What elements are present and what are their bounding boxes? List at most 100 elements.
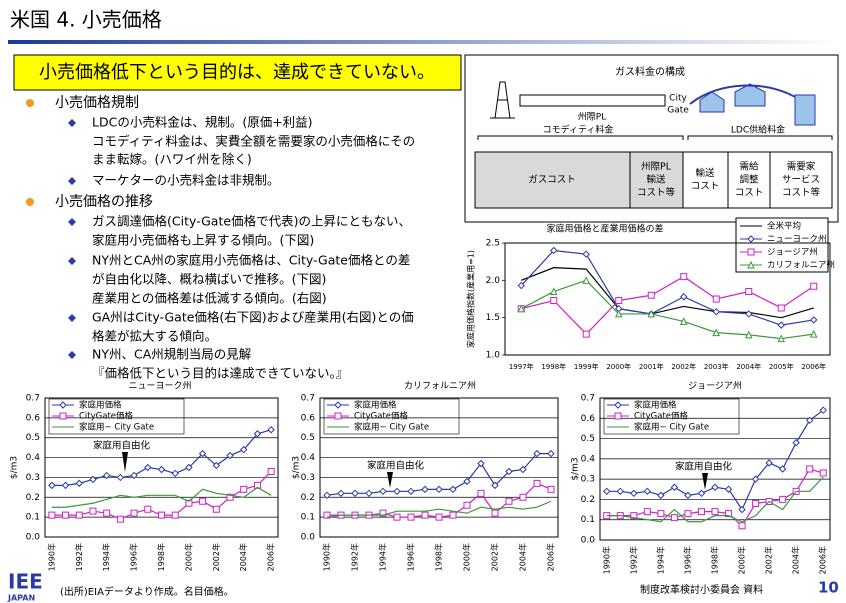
x-tick-label: 2006年 [818, 546, 828, 574]
y-tick-label: 0.7 [301, 394, 315, 404]
marker [337, 489, 345, 498]
legend-label: 家庭用価格 [79, 400, 122, 411]
marker [421, 511, 429, 519]
legend-label: 家庭用− City Gate [79, 422, 154, 433]
marker [421, 485, 429, 494]
marker [226, 451, 234, 460]
marker [212, 461, 221, 470]
marker [547, 485, 555, 493]
y-tick-label: 2.0 [486, 276, 501, 286]
x-tick-label: 2006年 [546, 543, 556, 571]
y-tick-label: 0.4 [26, 453, 41, 463]
y-tick-label: 0.1 [301, 513, 315, 523]
bullet-text: が自由化以降、概ね横ばいで推移。(下図) [92, 272, 326, 287]
marker [582, 250, 590, 258]
marker [463, 477, 471, 486]
marker [616, 487, 625, 496]
marker [809, 329, 818, 338]
x-tick-label: 2000年 [737, 546, 747, 574]
ldc-label: LDC供給料金 [731, 124, 785, 136]
y-tick-label: 0.6 [581, 414, 596, 424]
gate-label: Gate [667, 106, 689, 116]
legend-label: CityGate価格 [354, 411, 409, 422]
marker [582, 330, 590, 338]
x-tick-label: 1990年 [46, 543, 56, 571]
marker [212, 505, 220, 513]
y-tick-label: 0.2 [301, 493, 315, 503]
marker [647, 291, 655, 299]
y-tick-label: 0.4 [581, 454, 596, 464]
marker [519, 493, 527, 501]
slide-title: 米国 4. 小売価格 [10, 8, 162, 32]
marker [477, 459, 485, 468]
marker [89, 475, 97, 484]
marker [614, 309, 623, 318]
marker [334, 412, 342, 420]
x-tick-label: 1992年 [74, 543, 84, 571]
marker [267, 426, 275, 434]
y-tick-label: 0.6 [26, 413, 41, 423]
y-tick-label: 0.7 [26, 394, 40, 404]
x-tick-label: 1999年 [574, 362, 599, 371]
bullet-text: 家庭用小売価格も上昇する傾向。(下図) [92, 233, 314, 248]
marker [407, 487, 415, 496]
bullet-text: マーケターの小売料金は非規制。 [92, 173, 280, 188]
y-tick-label: 0.5 [301, 433, 315, 443]
cost-label: 調整 [739, 174, 759, 186]
bullet-dot [26, 99, 34, 107]
marker [463, 501, 471, 509]
marker [185, 463, 193, 472]
bullet-text: 産業用との価格差は低減する傾向。(右図) [92, 291, 327, 306]
well-icon [490, 81, 515, 119]
bullet-text: GA州はCity-Gate価格(右下図)および産業用(右図)との価 [92, 310, 414, 325]
y-tick-label: 0.7 [581, 394, 595, 404]
y-axis-label: $/m3 [292, 456, 302, 479]
marker [253, 481, 261, 489]
chart-title: ジョージア州 [688, 381, 742, 392]
marker [393, 513, 401, 521]
marker [517, 304, 526, 313]
marker [810, 282, 818, 290]
x-tick-label: 2003年 [704, 362, 729, 371]
marker [724, 485, 733, 493]
marker [711, 483, 719, 491]
series-line [51, 486, 272, 508]
cost-label: 輸送 [646, 174, 666, 186]
x-tick-label: 2002年 [671, 362, 696, 371]
x-tick-label: 1994年 [101, 543, 111, 571]
gate-label: City [669, 94, 687, 104]
legend-frame [323, 398, 460, 435]
marker [62, 511, 70, 519]
marker [491, 509, 499, 517]
plot-frame [504, 242, 831, 356]
headline: 小売価格低下という目的は、達成できていない。 [39, 62, 435, 83]
annotation: 家庭用自由化 [675, 461, 733, 473]
marker [323, 491, 331, 500]
series-line [521, 275, 815, 335]
marker [630, 489, 638, 498]
legend-label: 家庭用− City Gate [354, 422, 429, 433]
sub-bullet [68, 119, 76, 127]
marker [61, 481, 70, 490]
marker [198, 449, 207, 458]
marker [679, 317, 688, 325]
marker [199, 497, 207, 505]
marker [777, 334, 786, 343]
cost-label: コスト等 [782, 187, 821, 199]
y-tick-label: 0.1 [581, 515, 595, 525]
marker [745, 288, 753, 296]
sub-bullet [68, 257, 76, 265]
y-tick-label: 1.0 [486, 351, 501, 361]
marker [59, 401, 67, 409]
marker [240, 485, 248, 493]
x-tick-label: 2002年 [211, 543, 221, 571]
marker [747, 248, 755, 256]
marker [697, 489, 706, 498]
marker [334, 401, 342, 409]
marker [752, 499, 760, 507]
marker [819, 406, 827, 414]
headline-box [13, 54, 462, 91]
y-tick-label: 0.4 [301, 453, 316, 463]
marker [75, 479, 83, 488]
